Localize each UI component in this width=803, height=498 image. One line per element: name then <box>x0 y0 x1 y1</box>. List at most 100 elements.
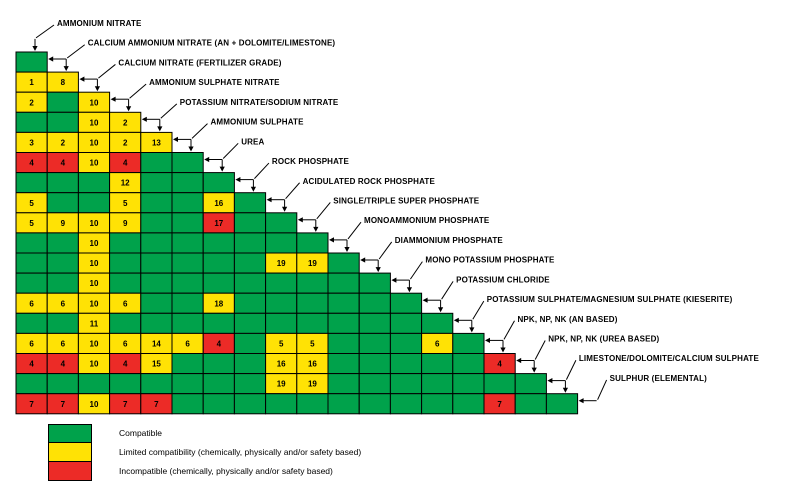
column-arrowhead-icon <box>250 186 256 192</box>
cell-note: 6 <box>123 299 128 308</box>
cell-note: 5 <box>29 199 34 208</box>
matrix-cell <box>296 272 329 294</box>
material-label: MONO POTASSIUM PHOSPHATE <box>425 256 555 265</box>
row-arrowhead-icon <box>547 378 553 384</box>
pointer-diagonal-line <box>472 300 485 320</box>
cell-note: 6 <box>185 339 190 348</box>
cell-note: 10 <box>90 118 99 127</box>
material-label: AMMONIUM NITRATE <box>57 19 142 28</box>
pointer-diagonal-line <box>191 123 208 139</box>
matrix-cell <box>202 373 235 395</box>
column-arrowhead-icon <box>126 106 132 112</box>
row-arrowhead-icon <box>204 156 210 163</box>
legend-item-compatible: Compatible <box>48 423 361 444</box>
row-arrowhead-icon <box>485 337 490 343</box>
matrix-cell <box>358 353 391 375</box>
material-label: AMMONIUM SULPHATE NITRATE <box>149 78 280 87</box>
matrix-cell <box>46 192 79 214</box>
column-arrowhead-icon <box>94 86 100 92</box>
cell-note: 15 <box>152 360 161 369</box>
matrix-cell <box>514 393 547 415</box>
matrix-cell <box>15 312 48 334</box>
matrix-cell <box>452 353 485 375</box>
cell-note: 4 <box>29 159 34 168</box>
cell-note: 10 <box>90 98 99 107</box>
matrix-cell <box>171 152 204 174</box>
column-arrowhead-icon <box>282 206 288 212</box>
material-label: NPK, NP, NK (UREA BASED) <box>548 335 659 344</box>
matrix-cell <box>140 212 173 234</box>
matrix-cell <box>296 393 329 415</box>
column-arrowhead-icon <box>219 166 225 172</box>
pointer-diagonal-line <box>129 83 147 99</box>
row-arrowhead-icon <box>360 257 366 263</box>
matrix-cell <box>483 373 516 395</box>
cell-note: 4 <box>61 159 66 168</box>
matrix-cell <box>109 232 142 254</box>
matrix-cell <box>233 332 267 354</box>
matrix-cell <box>358 373 391 395</box>
matrix-cell <box>171 353 204 375</box>
cell-note: 19 <box>277 380 286 389</box>
matrix-cell <box>46 312 79 334</box>
matrix-cell <box>233 353 267 375</box>
matrix-cell <box>171 393 204 415</box>
matrix-cell <box>140 192 173 214</box>
matrix-cell <box>233 373 267 395</box>
matrix-cell <box>140 312 173 334</box>
matrix-cell <box>15 232 48 254</box>
matrix-cell <box>202 232 235 254</box>
legend-label-limited: Limited compatibility (chemically, physi… <box>119 447 362 457</box>
matrix-cell <box>421 312 454 334</box>
matrix-cell <box>327 393 360 415</box>
matrix-cell <box>202 353 235 375</box>
matrix-cell <box>109 272 142 294</box>
cell-note: 19 <box>308 259 317 268</box>
pointer-diagonal-line <box>347 221 362 240</box>
matrix-cell <box>46 111 79 133</box>
matrix-cell <box>327 272 360 294</box>
matrix-cell <box>358 393 391 415</box>
legend-item-incompatible: Incompatible (chemically, physically and… <box>48 461 361 481</box>
column-arrowhead-icon <box>562 387 568 393</box>
cell-note: 10 <box>90 159 99 168</box>
material-label: POTASSIUM SULPHATE/MAGNESIUM SULPHATE (K… <box>487 295 733 304</box>
material-label: ACIDULATED ROCK PHOSPHATE <box>303 177 436 186</box>
cell-note: 16 <box>308 360 317 369</box>
pointer-diagonal-line <box>316 202 331 220</box>
material-label: POTASSIUM CHLORIDE <box>456 275 550 284</box>
row-arrowhead-icon <box>453 317 459 323</box>
matrix-cell <box>171 192 204 214</box>
cell-note: 10 <box>90 299 99 308</box>
matrix-cell <box>327 332 360 354</box>
cell-note: 6 <box>123 339 128 348</box>
matrix-cell <box>327 353 360 375</box>
column-arrowhead-icon <box>469 327 475 333</box>
matrix-cell <box>327 292 360 314</box>
matrix-cell <box>15 272 48 294</box>
column-arrowhead-icon <box>63 66 69 72</box>
matrix-cell <box>140 272 173 294</box>
material-label: MONOAMMONIUM PHOSPHATE <box>364 216 490 225</box>
matrix-cell <box>358 312 391 334</box>
row-arrowhead-icon <box>141 116 147 122</box>
row-arrowhead-icon <box>79 76 85 82</box>
row-arrowhead-icon <box>516 357 522 364</box>
matrix-cell <box>140 373 173 395</box>
matrix-cell <box>202 172 235 194</box>
matrix-cell <box>233 292 267 314</box>
cell-note: 16 <box>277 360 286 369</box>
cell-note: 3 <box>29 138 34 147</box>
cell-note: 9 <box>123 219 128 228</box>
column-arrowhead-icon <box>344 247 350 252</box>
matrix-cell <box>327 252 360 274</box>
matrix-cell <box>171 373 204 395</box>
matrix-cell <box>15 373 48 395</box>
cell-note: 19 <box>277 259 286 268</box>
column-arrowhead-icon <box>375 267 381 273</box>
legend-item-limited: Limited compatibility (chemically, physi… <box>48 442 362 462</box>
material-label: UREA <box>241 137 264 146</box>
cell-note: 7 <box>154 400 159 409</box>
matrix-cell <box>421 373 454 395</box>
